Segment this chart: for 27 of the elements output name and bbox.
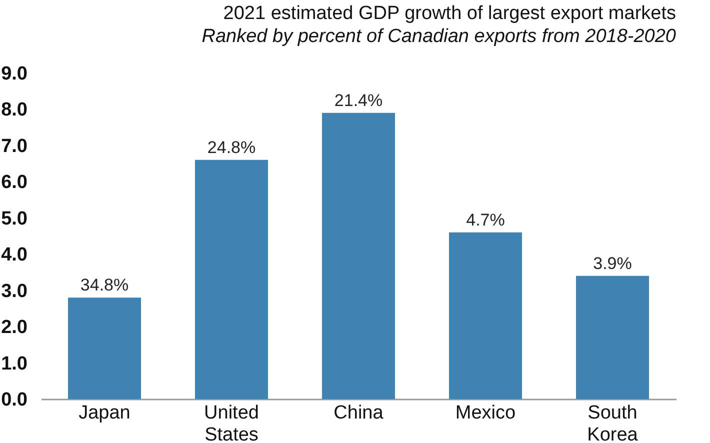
x-tick-label: China: [334, 402, 384, 424]
chart-title: 2021 estimated GDP growth of largest export markets: [223, 3, 676, 24]
y-tick-label: 8.0: [1, 100, 28, 121]
annotation: 24.8%: [207, 138, 256, 157]
x-tick-label: South Korea: [587, 402, 638, 443]
y-tick-label: 3.0: [1, 280, 28, 302]
chart-subtitle: Ranked by percent of Canadian exports from 2018-2020: [202, 26, 676, 47]
x-tick-label: United States: [204, 402, 259, 443]
y-tick-label: 5.0: [1, 208, 28, 230]
bar: [68, 298, 141, 399]
y-tick-label: 7.0: [1, 136, 28, 157]
y-tick-label: 0.0: [1, 390, 28, 410]
y-tick-label: 4.0: [1, 244, 28, 266]
bar: [195, 160, 268, 399]
annotation: 4.7%: [466, 210, 505, 230]
y-tick-label: 1.0: [1, 353, 28, 374]
annotation: 34.8%: [80, 276, 129, 295]
bar: [449, 232, 522, 399]
y-tick-label: 9.0: [1, 64, 28, 84]
x-tick-label: Mexico: [455, 402, 516, 424]
y-tick-label: 6.0: [1, 172, 28, 194]
annotation: 21.4%: [334, 90, 383, 110]
bar: [576, 276, 649, 399]
x-tick-label: Japan: [78, 402, 130, 424]
annotation: 3.9%: [593, 254, 632, 273]
y-tick-label: 2.0: [1, 317, 28, 338]
bar: [322, 112, 395, 399]
